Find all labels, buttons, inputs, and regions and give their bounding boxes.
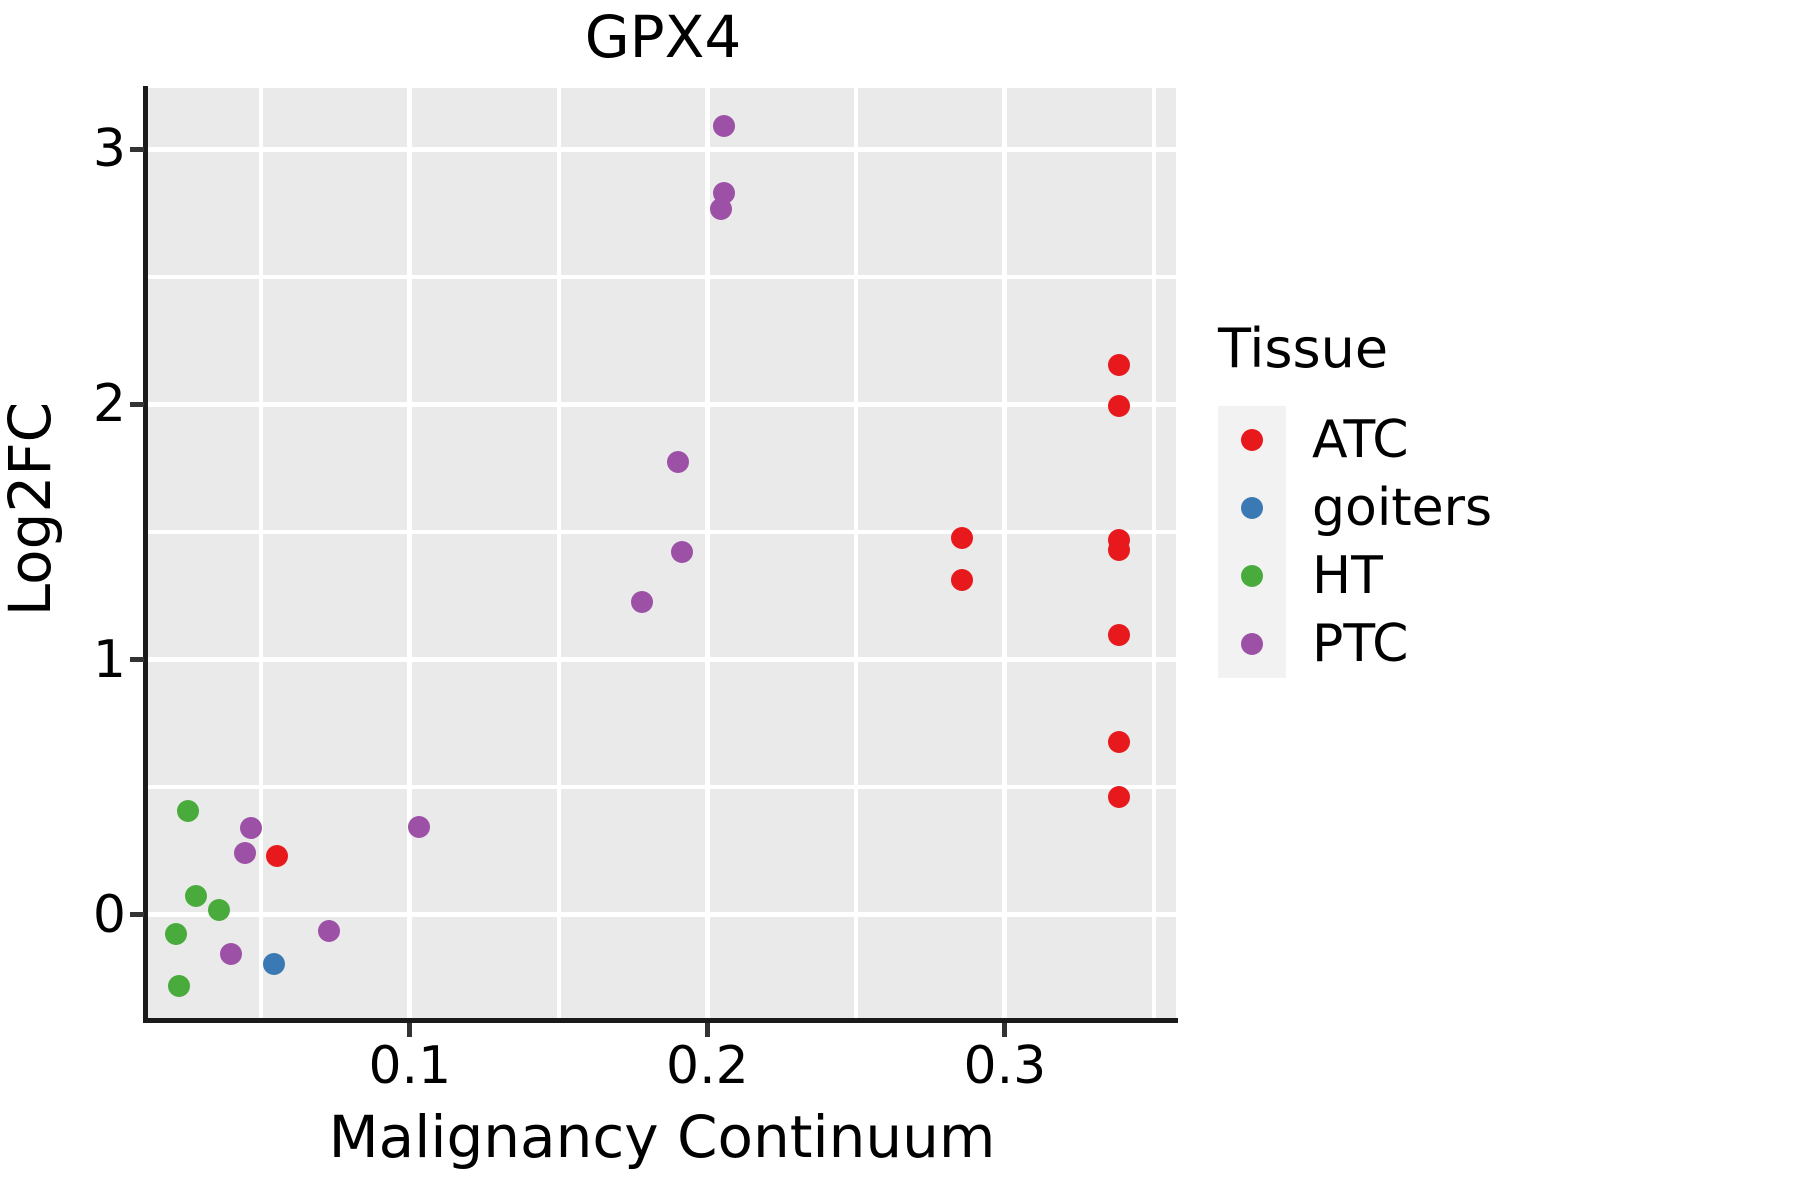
data-point-atc xyxy=(1108,731,1131,754)
x-tick-label: 0.1 xyxy=(368,1036,452,1096)
y-axis-line xyxy=(143,86,148,1022)
data-point-ht xyxy=(168,975,191,998)
gridline-minor-vertical xyxy=(854,88,859,1018)
data-point-atc xyxy=(950,527,973,550)
legend-label: goiters xyxy=(1312,478,1493,538)
data-point-ht xyxy=(184,884,207,907)
gridline-minor-vertical xyxy=(1151,88,1156,1018)
y-tick-label: 3 xyxy=(92,119,126,180)
data-point-ptc xyxy=(671,541,694,564)
data-point-ptc xyxy=(239,816,262,839)
legend-swatch xyxy=(1218,610,1286,678)
y-tick-mark xyxy=(130,146,144,152)
gridline-major-horizontal xyxy=(148,657,1176,663)
y-tick-label: 1 xyxy=(92,629,126,690)
gridline-minor-horizontal xyxy=(148,529,1176,534)
x-tick-mark xyxy=(1002,1023,1008,1037)
gridline-major-vertical xyxy=(407,88,413,1018)
gridline-minor-vertical xyxy=(556,88,561,1018)
legend-title: Tissue xyxy=(1218,317,1389,380)
legend-item-ptc[interactable]: PTC xyxy=(1218,610,1492,678)
data-point-goiters xyxy=(263,953,286,976)
legend-swatch xyxy=(1218,474,1286,542)
legend-label: ATC xyxy=(1312,410,1409,470)
plot-panel xyxy=(148,88,1176,1018)
legend: Tissue ATC goiters HT PTC xyxy=(1218,322,1492,678)
y-tick-label: 0 xyxy=(92,884,126,945)
data-point-ptc xyxy=(709,198,732,221)
data-point-ptc xyxy=(407,815,430,838)
gridline-major-horizontal xyxy=(148,912,1176,918)
data-point-ht xyxy=(208,898,231,921)
legend-item-ht[interactable]: HT xyxy=(1218,542,1492,610)
data-point-atc xyxy=(1108,353,1131,376)
y-tick-mark xyxy=(130,401,144,407)
data-point-atc xyxy=(1108,394,1131,417)
legend-dot-icon xyxy=(1241,497,1263,519)
gridline-minor-vertical xyxy=(259,88,264,1018)
x-tick-mark xyxy=(407,1023,413,1037)
gridline-major-horizontal xyxy=(148,401,1176,407)
x-axis-title: Malignancy Continuum xyxy=(328,1103,996,1171)
data-point-ptc xyxy=(233,842,256,865)
legend-label: PTC xyxy=(1312,614,1409,674)
y-tick-label: 2 xyxy=(92,374,126,435)
legend-item-goiters[interactable]: goiters xyxy=(1218,474,1492,542)
chart-title: GPX4 xyxy=(584,3,742,71)
legend-swatch xyxy=(1218,542,1286,610)
data-point-ptc xyxy=(712,181,735,204)
legend-key-background xyxy=(1218,406,1286,678)
legend-item-atc[interactable]: ATC xyxy=(1218,406,1492,474)
y-tick-mark xyxy=(130,657,144,663)
y-axis-title: Log2FC xyxy=(0,401,64,617)
x-tick-label: 0.3 xyxy=(963,1036,1047,1096)
gridline-minor-horizontal xyxy=(148,785,1176,790)
data-point-ht xyxy=(177,800,200,823)
data-point-ptc xyxy=(712,115,735,138)
data-point-ptc xyxy=(630,591,653,614)
legend-label: HT xyxy=(1312,546,1383,606)
data-point-atc xyxy=(1108,624,1131,647)
x-axis-line xyxy=(143,1018,1178,1023)
data-point-ptc xyxy=(318,920,341,943)
legend-items: ATC goiters HT PTC xyxy=(1218,406,1492,678)
data-point-ptc xyxy=(220,943,243,966)
data-point-atc xyxy=(1108,538,1131,561)
legend-swatch xyxy=(1218,406,1286,474)
data-point-atc xyxy=(266,844,289,867)
data-point-ptc xyxy=(666,450,689,473)
legend-dot-icon xyxy=(1241,429,1263,451)
x-tick-label: 0.2 xyxy=(666,1036,749,1096)
data-point-atc xyxy=(950,569,973,592)
x-tick-mark xyxy=(704,1023,710,1037)
legend-dot-icon xyxy=(1241,633,1263,655)
gridline-major-vertical xyxy=(1002,88,1008,1018)
gridline-major-horizontal xyxy=(148,146,1176,152)
data-point-ht xyxy=(165,922,188,945)
legend-dot-icon xyxy=(1241,565,1263,587)
gridline-minor-horizontal xyxy=(148,274,1176,279)
y-tick-mark xyxy=(130,912,144,918)
gridline-major-vertical xyxy=(704,88,710,1018)
data-point-atc xyxy=(1108,786,1131,809)
